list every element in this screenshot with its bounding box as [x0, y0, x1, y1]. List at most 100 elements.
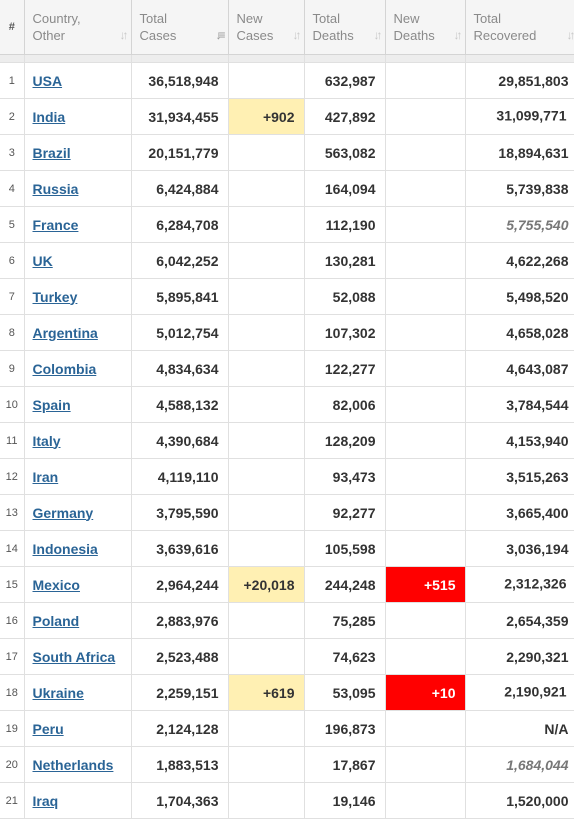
total-recovered-value: 4,658,028: [506, 324, 569, 341]
country-cell: Ukraine: [24, 674, 132, 711]
total-recovered-cell: 4,658,028: [465, 314, 574, 351]
header-total-recovered[interactable]: Total Recovered ↓↑: [465, 0, 574, 55]
total-cases-cell: 4,588,132: [131, 386, 229, 423]
country-link[interactable]: France: [32, 216, 79, 233]
country-link[interactable]: Colombia: [32, 360, 97, 377]
total-recovered-cell: 3,036,194: [465, 530, 574, 567]
country-link[interactable]: Italy: [32, 432, 61, 449]
sort-icon[interactable]: ↓↑: [119, 28, 129, 42]
country-link[interactable]: Spain: [32, 396, 71, 413]
total-recovered-cell: 4,153,940: [465, 422, 574, 459]
table-row: 14 Indonesia 3,639,616 105,598 3,036,194: [0, 530, 574, 567]
country-cell: South Africa: [24, 638, 132, 675]
sort-icon[interactable]: ↓↑: [453, 28, 463, 42]
total-cases-cell: 2,964,244: [131, 566, 229, 603]
total-recovered-cell: 2,190,921: [465, 674, 574, 711]
header-total-cases[interactable]: Total Cases ↓≡: [131, 0, 229, 55]
total-deaths-cell: 128,209: [304, 422, 386, 459]
total-recovered-value: 31,099,771: [496, 107, 567, 124]
total-cases-cell: 2,523,488: [131, 638, 229, 675]
rank-cell: 17: [0, 638, 25, 675]
new-cases-cell: [228, 746, 305, 783]
table-row: 11 Italy 4,390,684 128,209 4,153,940: [0, 422, 574, 459]
total-recovered-value: 2,654,359: [506, 612, 569, 629]
country-link[interactable]: Brazil: [32, 144, 71, 161]
country-cell: USA: [24, 62, 132, 99]
country-cell: Mexico: [24, 566, 132, 603]
country-link[interactable]: Iraq: [32, 792, 59, 809]
new-deaths-cell: [385, 314, 466, 351]
rank-cell: 20: [0, 746, 25, 783]
country-link[interactable]: Ukraine: [32, 684, 84, 701]
total-cases-cell: 5,895,841: [131, 278, 229, 315]
country-link[interactable]: Iran: [32, 468, 59, 485]
table-body: 1 USA 36,518,948 632,987 29,851,803 2 India 31,…: [0, 62, 574, 819]
total-cases-cell: 3,795,590: [131, 494, 229, 531]
total-recovered-cell: 31,099,771: [465, 98, 574, 135]
country-link[interactable]: Germany: [32, 504, 94, 521]
table-row: 5 France 6,284,708 112,190 5,755,540: [0, 206, 574, 243]
total-recovered-cell: 18,894,631: [465, 134, 574, 171]
country-link[interactable]: UK: [32, 252, 53, 269]
rank-cell: 1: [0, 62, 25, 99]
country-link[interactable]: South Africa: [32, 648, 116, 665]
sort-active-icon[interactable]: ↓≡: [215, 28, 225, 42]
country-link[interactable]: India: [32, 108, 66, 125]
country-link[interactable]: Netherlands: [32, 756, 114, 773]
total-cases-cell: 4,390,684: [131, 422, 229, 459]
table-row: 17 South Africa 2,523,488 74,623 2,290,321: [0, 638, 574, 675]
total-recovered-value: 4,643,087: [506, 360, 569, 377]
total-recovered-cell: 2,290,321: [465, 638, 574, 675]
country-link[interactable]: Indonesia: [32, 540, 98, 557]
header-total-recovered-label: Total Recovered: [473, 11, 537, 43]
country-link[interactable]: Mexico: [32, 576, 80, 593]
total-recovered-cell: 2,312,326: [465, 566, 574, 603]
country-cell: UK: [24, 242, 132, 279]
total-cases-cell: 36,518,948: [131, 62, 229, 99]
sort-icon[interactable]: ↓↑: [292, 28, 302, 42]
total-cases-cell: 6,424,884: [131, 170, 229, 207]
header-country[interactable]: Country, Other ↓↑: [24, 0, 132, 55]
new-cases-cell: [228, 638, 305, 675]
country-link[interactable]: Argentina: [32, 324, 98, 341]
total-deaths-cell: 17,867: [304, 746, 386, 783]
new-cases-cell: +619: [228, 674, 305, 711]
country-link[interactable]: USA: [32, 72, 63, 89]
header-rank[interactable]: #: [0, 0, 25, 55]
total-deaths-cell: 93,473: [304, 458, 386, 495]
country-link[interactable]: Turkey: [32, 288, 78, 305]
rank-cell: 3: [0, 134, 25, 171]
total-recovered-value: 4,622,268: [506, 252, 569, 269]
new-deaths-cell: [385, 746, 466, 783]
header-new-cases[interactable]: New Cases ↓↑: [228, 0, 305, 55]
total-deaths-cell: 75,285: [304, 602, 386, 639]
sort-icon[interactable]: ↓↑: [373, 28, 383, 42]
header-new-deaths[interactable]: New Deaths ↓↑: [385, 0, 466, 55]
total-recovered-cell: 1,520,000: [465, 782, 574, 819]
total-recovered-value: 3,784,544: [506, 396, 569, 413]
sort-icon[interactable]: ↓↑: [566, 28, 574, 42]
table-row: 8 Argentina 5,012,754 107,302 4,658,028: [0, 314, 574, 351]
total-recovered-value: 5,755,540: [506, 216, 569, 233]
total-cases-cell: 20,151,779: [131, 134, 229, 171]
total-deaths-cell: 112,190: [304, 206, 386, 243]
country-link[interactable]: Peru: [32, 720, 64, 737]
new-deaths-cell: [385, 422, 466, 459]
total-recovered-cell: 4,643,087: [465, 350, 574, 387]
total-recovered-cell: N/A: [465, 710, 574, 747]
table-row: 1 USA 36,518,948 632,987 29,851,803: [0, 62, 574, 99]
new-cases-cell: [228, 602, 305, 639]
header-new-cases-label: New Cases: [236, 11, 274, 43]
country-link[interactable]: Russia: [32, 180, 79, 197]
total-recovered-cell: 5,755,540: [465, 206, 574, 243]
country-cell: Netherlands: [24, 746, 132, 783]
new-deaths-cell: [385, 710, 466, 747]
country-link[interactable]: Poland: [32, 612, 80, 629]
new-cases-cell: +902: [228, 98, 305, 135]
header-total-deaths[interactable]: Total Deaths ↓↑: [304, 0, 386, 55]
total-recovered-value: 2,312,326: [504, 575, 567, 592]
rank-cell: 2: [0, 98, 25, 135]
new-deaths-cell: [385, 134, 466, 171]
total-cases-cell: 4,834,634: [131, 350, 229, 387]
